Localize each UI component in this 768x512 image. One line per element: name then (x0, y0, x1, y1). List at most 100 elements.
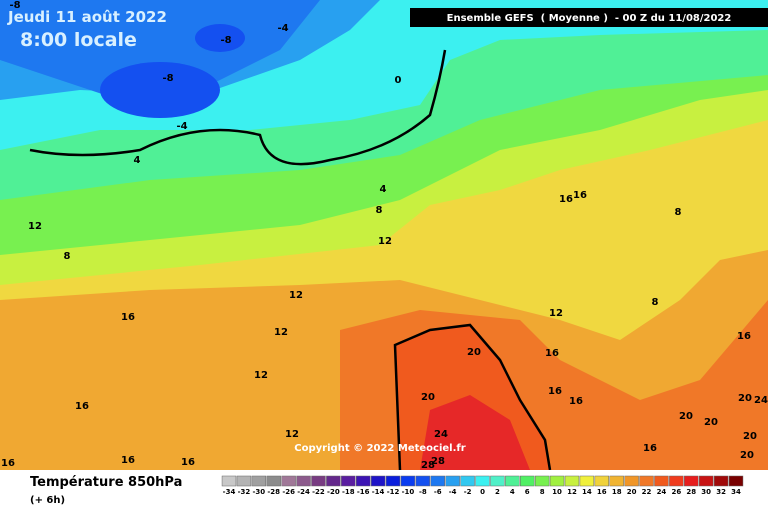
contour-label: 16 (548, 386, 562, 397)
legend-swatch (341, 475, 356, 487)
contour-label: 16 (573, 190, 587, 201)
local-time: 8:00 locale (20, 29, 137, 51)
date: Jeudi 11 août 2022 (7, 8, 167, 26)
legend-tick: 12 (567, 488, 577, 496)
legend-swatch (564, 475, 580, 487)
legend-tick: -8 (419, 488, 427, 496)
contour-label: -4 (176, 121, 187, 132)
legend-tick: 24 (657, 488, 667, 496)
contour-label: 12 (549, 308, 563, 319)
legend-tick: 16 (597, 488, 607, 496)
legend-swatch (385, 475, 401, 487)
legend-tick: -20 (327, 488, 340, 496)
legend-swatch (281, 475, 296, 487)
field-m6 (0, 0, 320, 110)
legend-swatch (475, 475, 490, 487)
legend-tick: -24 (297, 488, 310, 496)
legend-tick: 20 (627, 488, 637, 496)
contour-label: 20 (738, 393, 752, 404)
legend-tick: 18 (612, 488, 622, 496)
legend-swatch (639, 475, 654, 487)
contour-label: 20 (743, 431, 757, 442)
contour-label: 20 (421, 392, 435, 403)
legend-tick: -14 (372, 488, 385, 496)
contour-label: 12 (254, 370, 268, 381)
legend-swatch (266, 475, 281, 487)
contour-label: 16 (643, 443, 657, 454)
legend-swatch (698, 475, 714, 487)
contour-label: 16 (75, 401, 89, 412)
legend-swatch (460, 475, 475, 487)
copyright: Copyright © 2022 Meteociel.fr (294, 443, 465, 454)
legend-tick: 6 (525, 488, 530, 496)
contour-label: 4 (380, 184, 387, 195)
legend-tick: -10 (402, 488, 415, 496)
legend-swatch (505, 475, 520, 487)
contour-label: 28 (421, 460, 435, 471)
contour-label: 12 (274, 327, 288, 338)
legend-tick: -12 (387, 488, 400, 496)
contour-line (29, 49, 447, 166)
contour-label: 24 (434, 429, 448, 440)
legend-swatch (326, 475, 341, 487)
legend-swatch (415, 475, 431, 487)
legend-swatch (654, 475, 669, 487)
contour-label: 12 (28, 221, 42, 232)
contour-label: 20 (679, 411, 693, 422)
contour-label: 20 (704, 417, 718, 428)
legend-swatch (296, 475, 311, 487)
legend-tick: -32 (238, 488, 251, 496)
contour-label: 16 (181, 457, 195, 468)
contour-label: -8 (9, 0, 20, 11)
legend-swatch (549, 475, 565, 487)
model-banner (410, 8, 768, 27)
legend-tick: -16 (357, 488, 370, 496)
legend-swatch (221, 475, 237, 487)
legend-swatch (728, 475, 744, 487)
legend-tick: 30 (701, 488, 711, 496)
legend-tick: -28 (267, 488, 280, 496)
legend-tick: 0 (480, 488, 485, 496)
legend-tick: -6 (434, 488, 442, 496)
contour-label: 8 (675, 207, 682, 218)
legend-tick: 2 (495, 488, 500, 496)
legend-tick: 32 (716, 488, 726, 496)
legend-tick: 10 (552, 488, 562, 496)
contour-label: 24 (754, 395, 768, 406)
field-m8 (195, 24, 245, 52)
contour-label: 20 (740, 450, 754, 461)
legend-swatch (669, 475, 684, 487)
legend-swatch (534, 475, 550, 487)
legend-tick: 26 (671, 488, 681, 496)
contour-label: 16 (121, 312, 135, 323)
legend-swatch (594, 475, 610, 487)
legend-tick: 14 (582, 488, 592, 496)
legend-swatch (445, 475, 460, 487)
contour-line (393, 323, 552, 471)
legend-swatch (356, 475, 371, 487)
contour-label: 16 (737, 331, 751, 342)
legend-tick: 34 (731, 488, 741, 496)
legend-tick: 4 (510, 488, 515, 496)
legend-swatch (251, 475, 267, 487)
legend-swatch (311, 475, 326, 487)
legend-tick: 22 (642, 488, 652, 496)
legend-tick: 28 (686, 488, 696, 496)
legend-swatch (609, 475, 624, 487)
contour-label: -4 (277, 23, 288, 34)
legend-tick: -26 (282, 488, 295, 496)
legend-swatch (579, 475, 595, 487)
contour-label: -8 (220, 35, 231, 46)
contour-label: 4 (134, 155, 141, 166)
model-info: Ensemble GEFS ( Moyenne ) - 00 Z du 11/0… (447, 13, 732, 24)
legend-tick: -2 (464, 488, 472, 496)
legend-swatch (236, 475, 252, 487)
legend-swatch (490, 475, 505, 487)
legend-swatch (400, 475, 416, 487)
contour-label: 12 (285, 429, 299, 440)
legend-swatch (430, 475, 445, 487)
legend-tick: -18 (342, 488, 355, 496)
contour-label: 16 (569, 396, 583, 407)
contour-label: 12 (289, 290, 303, 301)
legend-swatch (684, 475, 699, 487)
